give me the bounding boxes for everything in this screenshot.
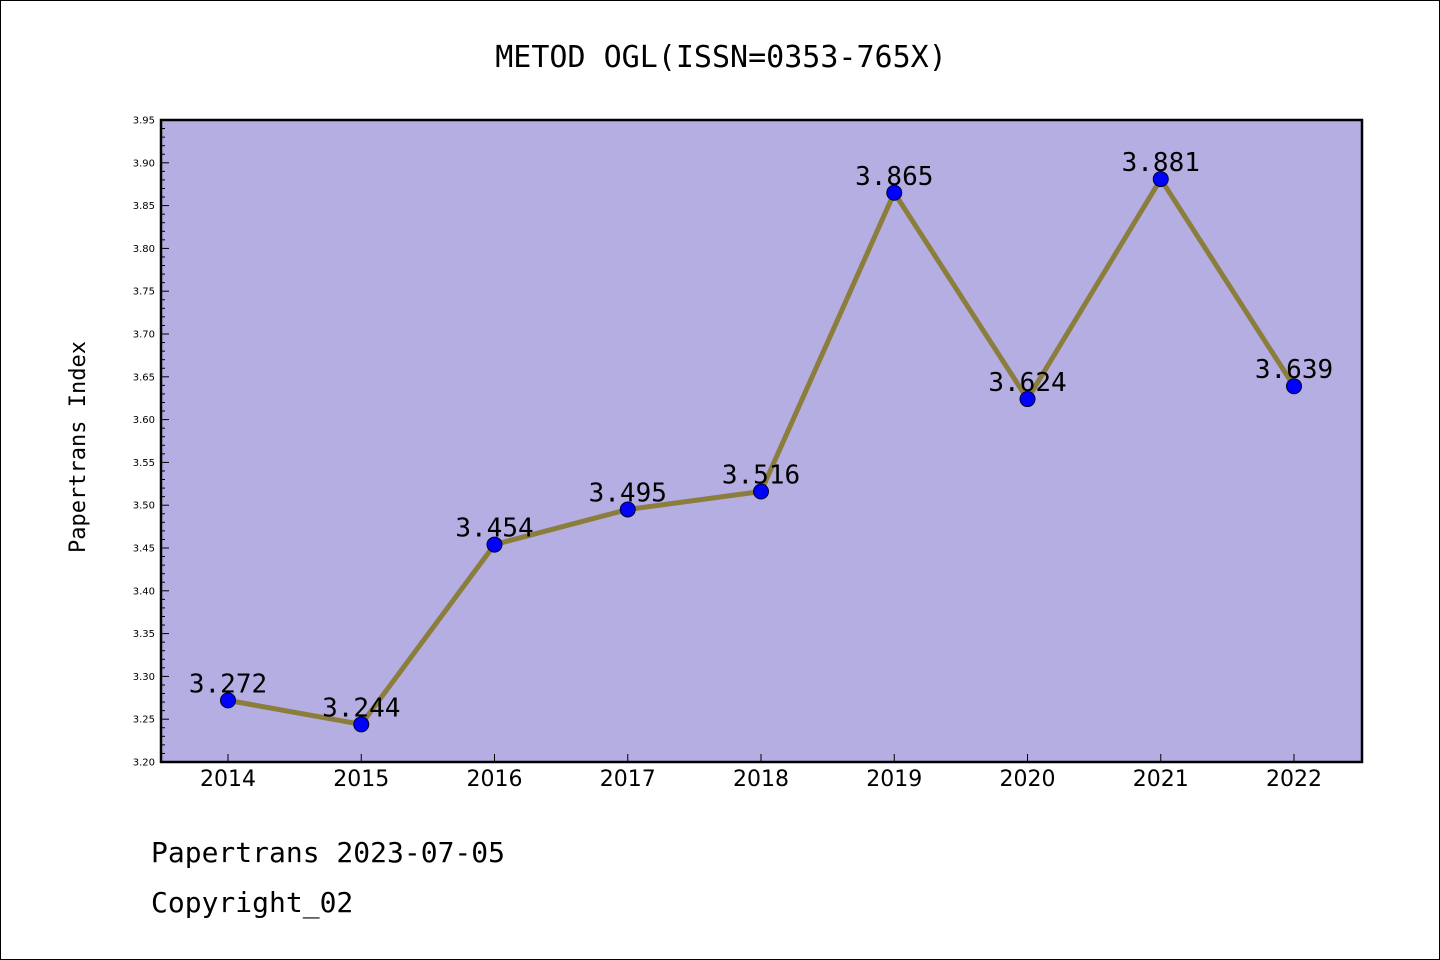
y-tick-label: 3.90 bbox=[133, 158, 155, 169]
data-label-2016: 3.454 bbox=[455, 514, 533, 544]
data-label-2014: 3.272 bbox=[189, 669, 267, 699]
y-axis: 3.20 3.25 3.30 3.35 3.40 3.45 3.50 3.55 3.60 3.65… bbox=[133, 116, 169, 769]
data-labels: 3.272 3.244 3.454 3.495 3.516 3.865 3.624 3.881… bbox=[189, 148, 1333, 723]
x-tick-label: 2018 bbox=[733, 767, 789, 792]
data-point-2014 bbox=[220, 692, 236, 709]
y-tick-label: 3.75 bbox=[133, 287, 155, 298]
y-axis-label: Papertrans Index bbox=[66, 341, 91, 553]
x-tick-label: 2014 bbox=[200, 767, 256, 792]
data-point-2021 bbox=[1152, 171, 1169, 188]
y-tick-label: 3.20 bbox=[133, 758, 155, 769]
footer-copyright: Copyright_02 bbox=[151, 886, 354, 919]
y-tick-label: 3.70 bbox=[133, 330, 155, 341]
y-tick-label: 3.40 bbox=[133, 586, 155, 597]
x-tick-label: 2015 bbox=[333, 767, 389, 792]
data-label-2018: 3.516 bbox=[722, 461, 800, 491]
data-point-2020 bbox=[1019, 391, 1036, 408]
x-tick-label: 2020 bbox=[1000, 767, 1056, 792]
footer-date: Papertrans 2023-07-05 bbox=[151, 836, 506, 869]
data-label-2022: 3.639 bbox=[1255, 355, 1333, 385]
data-point-2018 bbox=[753, 483, 769, 500]
x-tick-label: 2022 bbox=[1266, 767, 1322, 792]
y-tick-label: 3.85 bbox=[133, 201, 155, 212]
chart-title: METOD OGL(ISSN=0353-765X) bbox=[495, 40, 947, 75]
data-label-2015: 3.244 bbox=[322, 693, 400, 723]
y-tick-label: 3.95 bbox=[133, 116, 155, 127]
data-label-2021: 3.881 bbox=[1122, 148, 1200, 178]
x-tick-label: 2019 bbox=[866, 767, 922, 792]
x-tick-label: 2016 bbox=[467, 767, 523, 792]
data-point-2016 bbox=[486, 536, 503, 553]
y-tick-label: 3.55 bbox=[133, 458, 155, 469]
y-tick-label: 3.30 bbox=[133, 672, 155, 683]
data-point-2015 bbox=[353, 716, 370, 733]
y-tick-label: 3.80 bbox=[133, 244, 155, 255]
y-tick-label: 3.25 bbox=[133, 715, 155, 726]
x-tick-label: 2021 bbox=[1133, 767, 1189, 792]
data-label-2019: 3.865 bbox=[855, 162, 933, 192]
data-point-2019 bbox=[886, 184, 903, 201]
data-markers bbox=[220, 171, 1302, 733]
y-tick-label: 3.50 bbox=[133, 501, 155, 512]
data-point-2017 bbox=[619, 501, 636, 518]
x-axis: 2014 2015 2016 2017 2018 2019 2020 2021 2022 bbox=[200, 754, 1322, 792]
y-tick-label: 3.60 bbox=[133, 415, 155, 426]
y-tick-label: 3.65 bbox=[133, 372, 155, 383]
plot-area bbox=[159, 118, 1364, 764]
data-label-2017: 3.495 bbox=[589, 478, 667, 508]
x-tick-label: 2017 bbox=[600, 767, 656, 792]
y-tick-label: 3.35 bbox=[133, 629, 155, 640]
data-label-2020: 3.624 bbox=[988, 368, 1066, 398]
y-tick-label: 3.45 bbox=[133, 544, 155, 555]
data-point-2022 bbox=[1286, 378, 1302, 395]
